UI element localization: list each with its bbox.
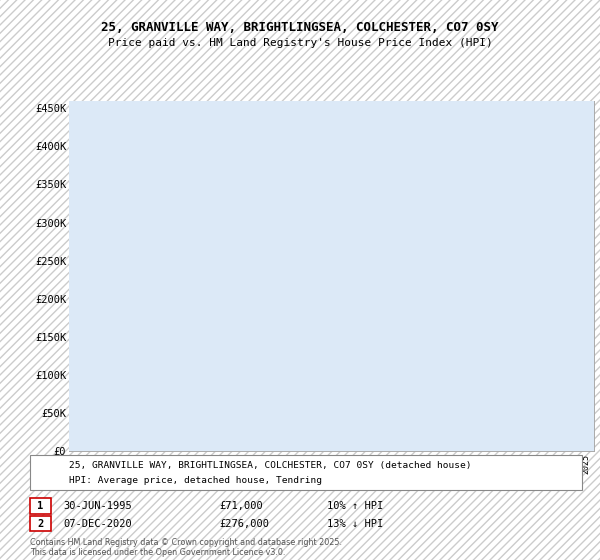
- Text: 13% ↓ HPI: 13% ↓ HPI: [327, 519, 383, 529]
- Bar: [69, 101, 109, 451]
- Text: 30-JUN-1995: 30-JUN-1995: [63, 501, 132, 511]
- Text: Price paid vs. HM Land Registry's House Price Index (HPI): Price paid vs. HM Land Registry's House …: [107, 38, 493, 48]
- Text: 25, GRANVILLE WAY, BRIGHTLINGSEA, COLCHESTER, CO7 0SY: 25, GRANVILLE WAY, BRIGHTLINGSEA, COLCHE…: [101, 21, 499, 34]
- Text: £276,000: £276,000: [219, 519, 269, 529]
- Text: £71,000: £71,000: [219, 501, 263, 511]
- Text: 1: 1: [106, 130, 113, 140]
- Text: Contains HM Land Registry data © Crown copyright and database right 2025.
This d: Contains HM Land Registry data © Crown c…: [30, 538, 342, 557]
- Text: 2: 2: [517, 130, 523, 140]
- Text: 2: 2: [37, 519, 44, 529]
- Text: 1: 1: [37, 501, 44, 511]
- Text: 07-DEC-2020: 07-DEC-2020: [63, 519, 132, 529]
- Text: 25, GRANVILLE WAY, BRIGHTLINGSEA, COLCHESTER, CO7 0SY (detached house): 25, GRANVILLE WAY, BRIGHTLINGSEA, COLCHE…: [69, 460, 472, 469]
- Text: HPI: Average price, detached house, Tendring: HPI: Average price, detached house, Tend…: [69, 476, 322, 485]
- Text: 10% ↑ HPI: 10% ↑ HPI: [327, 501, 383, 511]
